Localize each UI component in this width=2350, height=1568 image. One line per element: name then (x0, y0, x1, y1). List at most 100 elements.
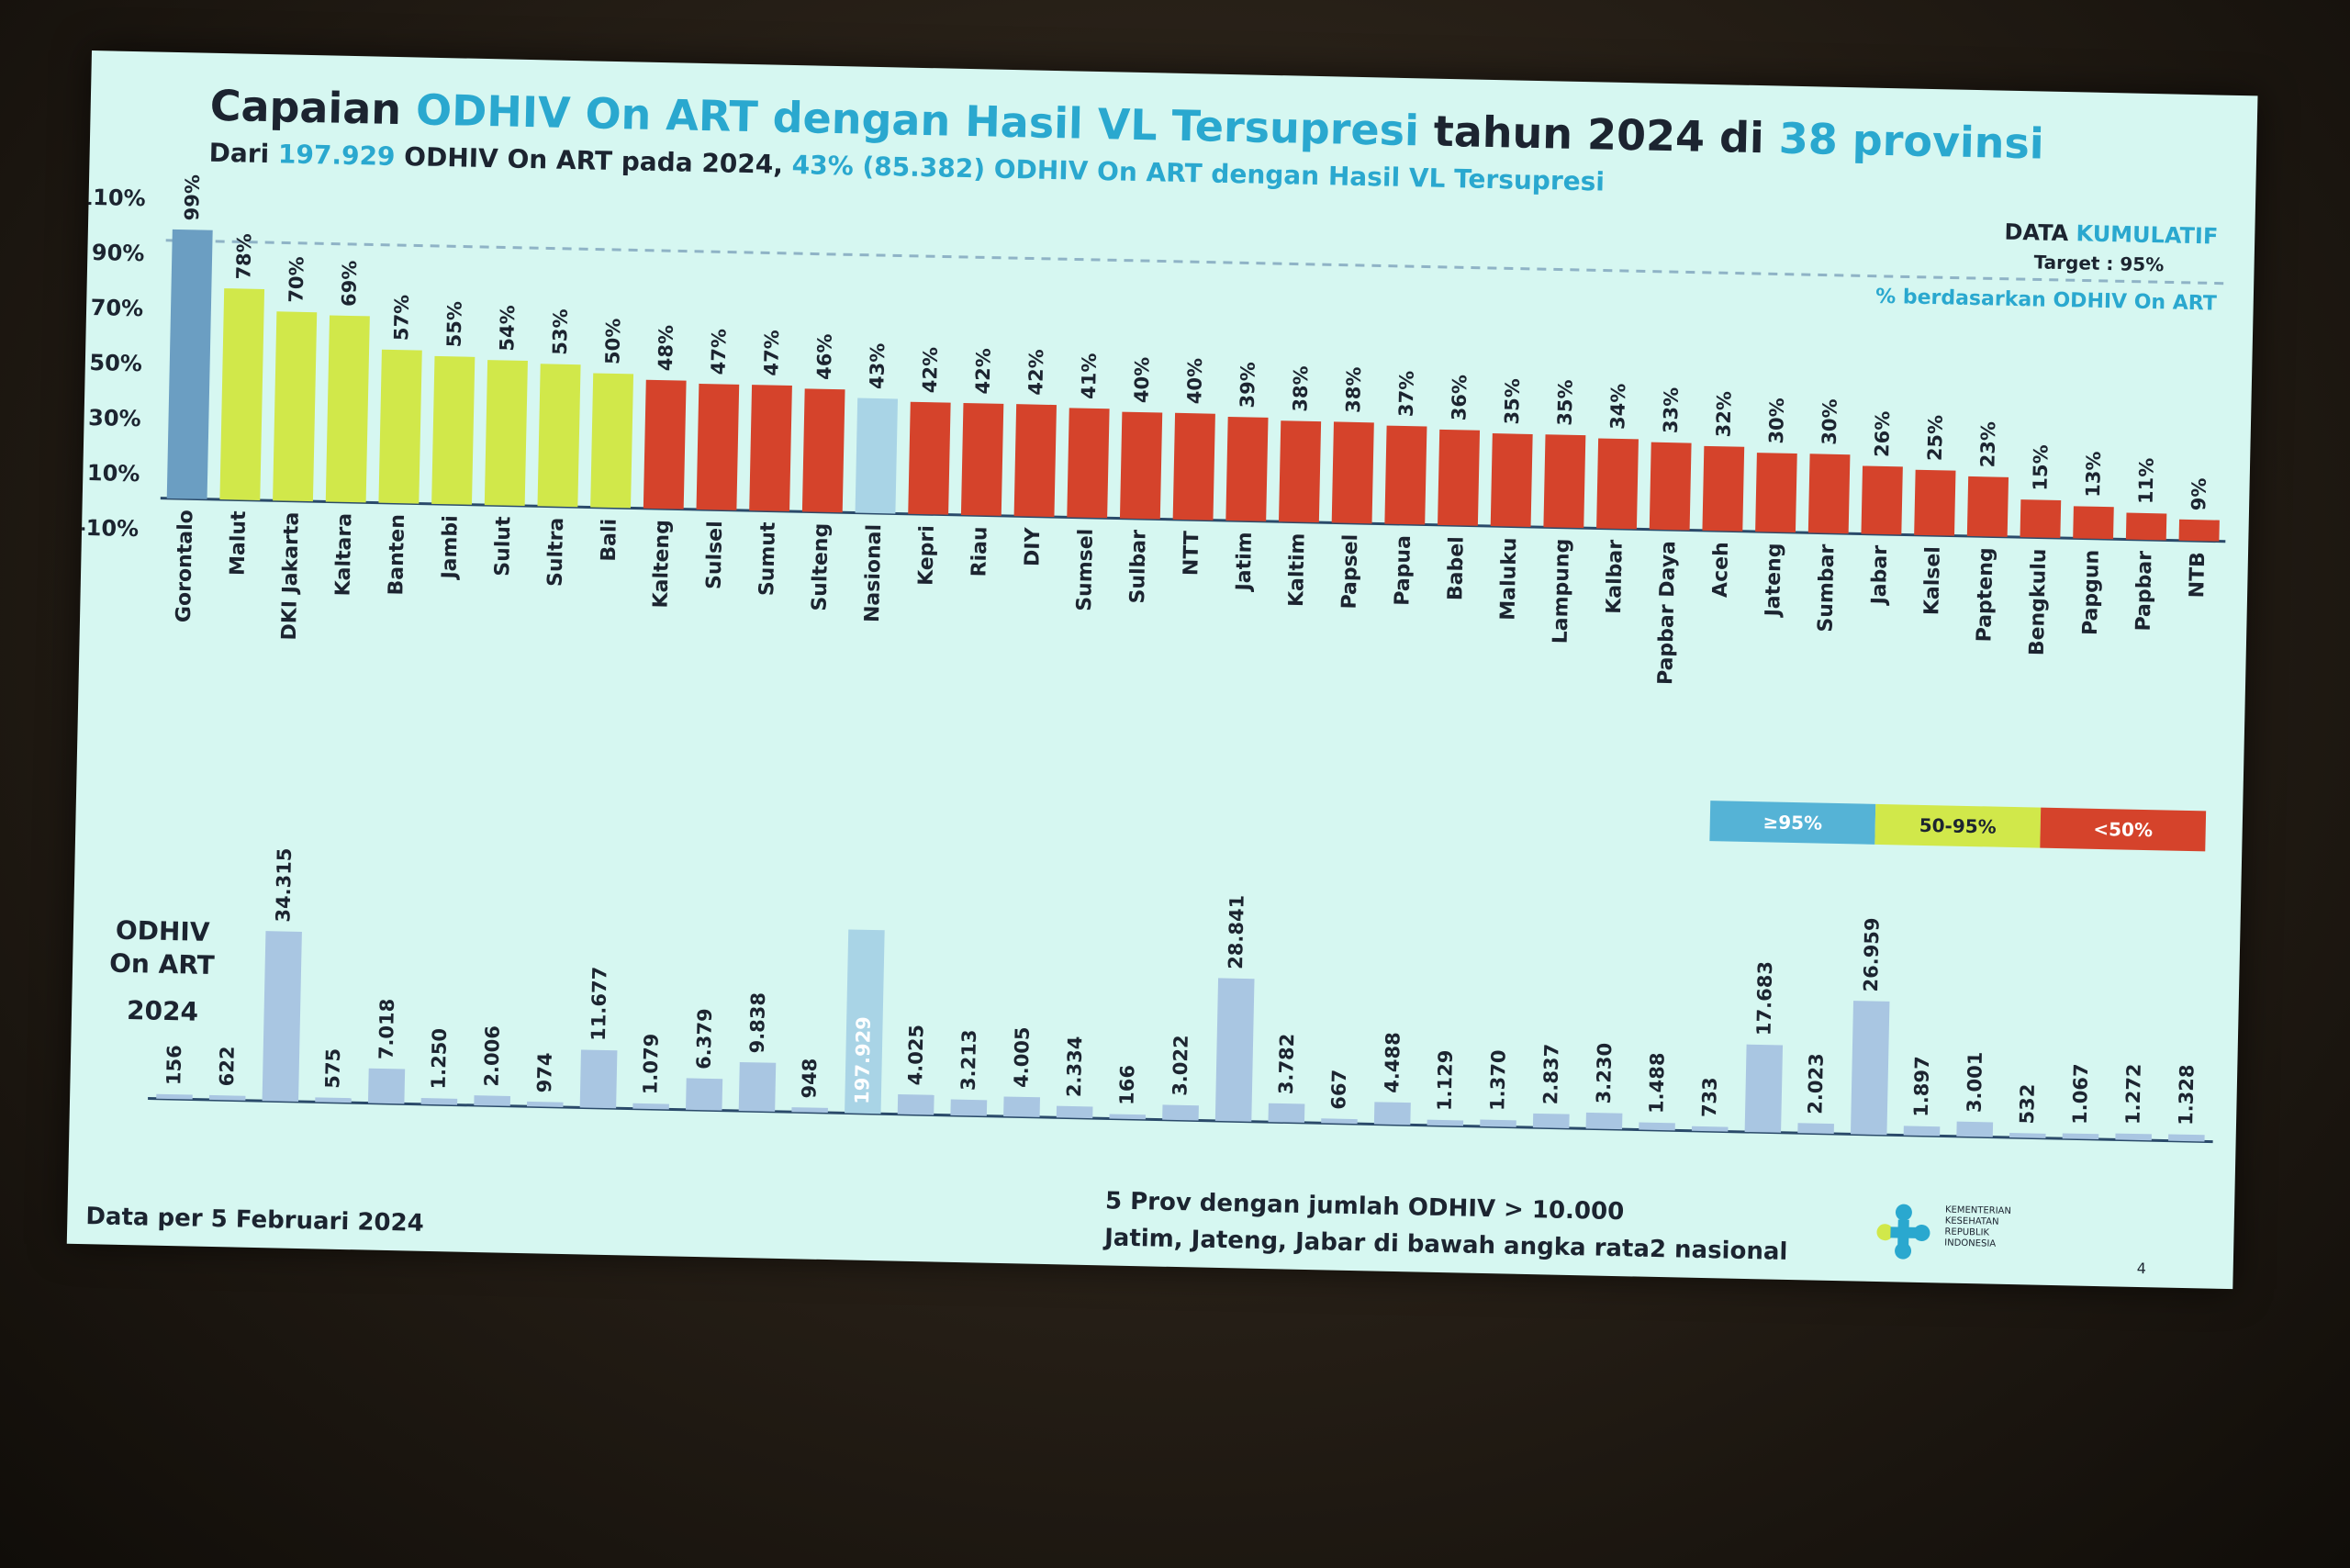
count-value-label: 2.837 (1539, 1044, 1562, 1105)
count-value-label: 733 (1698, 1077, 1721, 1117)
bar-value-label: 40% (1183, 358, 1206, 405)
bar (1438, 429, 1481, 526)
category-label: Papgun (2079, 549, 2104, 635)
count-value-label: 3.022 (1169, 1035, 1192, 1096)
target-line (165, 239, 2232, 286)
bar-value-label: 43% (866, 342, 889, 389)
bar (219, 288, 265, 500)
bar-value-label: 23% (1976, 421, 1999, 468)
bar (1119, 411, 1163, 520)
bar-value-label: 99% (181, 174, 204, 221)
bar (325, 315, 370, 503)
bar-value-label: 38% (1342, 366, 1365, 413)
category-label: Sulsel (703, 521, 728, 589)
bar (1490, 433, 1533, 527)
count-bar (367, 1068, 406, 1104)
count-bar (1321, 1118, 1358, 1125)
count-bar (1109, 1114, 1147, 1120)
category-label: Sumbar (1814, 543, 1839, 633)
count-bar (1956, 1121, 1994, 1137)
count-value-label: 532 (2016, 1083, 2039, 1124)
count-bar (262, 931, 302, 1102)
count-value-label: 26.959 (1860, 917, 1884, 992)
count-bar (1797, 1123, 1834, 1135)
count-value-label: 11.677 (588, 967, 611, 1042)
bar (1755, 453, 1797, 532)
category-label: Malut (227, 510, 251, 576)
count-bar (845, 929, 885, 1114)
bar-value-label: 11% (2135, 457, 2158, 504)
category-label: Riau (968, 526, 991, 577)
count-bar (1427, 1119, 1464, 1126)
category-label: Papbar Daya (1654, 541, 1680, 685)
bar-value-label: 39% (1237, 362, 1259, 409)
y-tick-label: 30% (88, 405, 141, 431)
count-bar (1214, 978, 1255, 1122)
bar (1331, 421, 1374, 524)
count-value-label: 3.230 (1593, 1043, 1616, 1104)
bar-value-label: 50% (601, 318, 624, 364)
logo-text: KEMENTERIAN KESEHATAN REPUBLIK INDONESIA (1944, 1204, 2012, 1249)
count-value-label: 34.315 (272, 847, 296, 923)
bar (801, 388, 845, 513)
y-tick-label: 110% (77, 185, 146, 212)
count-value-label: 4.005 (1010, 1026, 1033, 1088)
bar-value-label: 37% (1395, 371, 1418, 418)
bar-value-label: 30% (1818, 398, 1841, 445)
category-label: Bali (598, 519, 621, 562)
bar (1966, 476, 2009, 537)
bar (696, 383, 740, 510)
count-value-label: 197.929 (851, 1016, 875, 1104)
bar (2073, 506, 2114, 540)
count-bar (208, 1094, 246, 1101)
bar-value-label: 9% (2188, 477, 2210, 510)
category-label: Papsel (1338, 534, 1363, 610)
count-bar (2115, 1133, 2152, 1141)
bar (1649, 442, 1692, 531)
category-label: Sulut (491, 516, 515, 577)
count-value-label: 667 (1327, 1070, 1350, 1110)
category-label: Papteng (1973, 547, 1998, 642)
bar (1702, 445, 1745, 532)
bar-value-label: 15% (2030, 444, 2053, 491)
target-label: Target : 95% (2033, 251, 2164, 275)
y-tick-label: 10% (87, 460, 140, 487)
category-label: Jabar (1868, 545, 1892, 607)
bar-value-label: 32% (1712, 391, 1735, 438)
bar-value-label: 53% (549, 308, 572, 355)
count-value-label: 156 (162, 1045, 185, 1085)
projector-screen: Capaian ODHIV On ART dengan Hasil VL Ter… (66, 50, 2258, 1290)
count-value-label: 974 (533, 1052, 556, 1092)
ministry-logo-icon (1876, 1204, 1930, 1260)
count-value-label: 1.897 (1910, 1056, 1933, 1117)
bar-value-label: 55% (443, 301, 466, 348)
bar-value-label: 54% (496, 305, 519, 352)
category-label: DKI Jakarta (278, 511, 304, 640)
count-value-label: 575 (321, 1048, 344, 1089)
count-bar (897, 1093, 934, 1115)
odhiv-year: 2024 (126, 995, 199, 1027)
count-value-label: 1.272 (2121, 1063, 2144, 1125)
bar (1225, 417, 1269, 521)
y-tick-label: 50% (89, 350, 142, 376)
count-bar (791, 1107, 828, 1114)
count-bar (1585, 1112, 1623, 1130)
bar-value-label: 26% (1871, 410, 1894, 457)
count-value-label: 166 (1115, 1065, 1138, 1105)
category-label: Lampung (1550, 538, 1574, 644)
count-value-label: 1.250 (428, 1028, 451, 1090)
category-label: Aceh (1709, 542, 1733, 598)
bar-value-label: 47% (708, 329, 731, 375)
category-label: Sumut (755, 521, 780, 597)
bar-value-label: 30% (1765, 398, 1788, 444)
bar (1543, 434, 1586, 529)
bar (378, 349, 422, 504)
y-tick-label: 90% (92, 240, 145, 266)
category-label: Kaltim (1285, 532, 1310, 607)
count-value-label: 1.328 (2175, 1064, 2198, 1126)
category-label: NTT (1180, 531, 1203, 576)
count-bar (1162, 1104, 1199, 1121)
category-label: Kalteng (649, 520, 674, 609)
count-value-label: 3.001 (1964, 1051, 1986, 1113)
